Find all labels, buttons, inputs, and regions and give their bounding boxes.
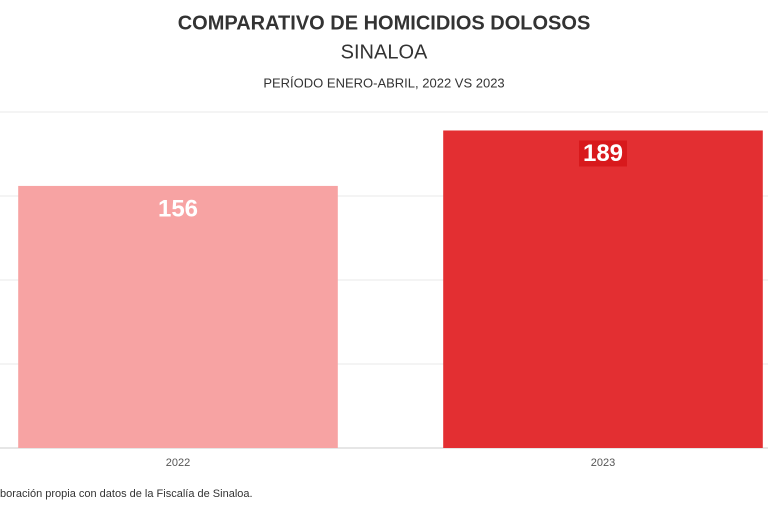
- source-note: boración propia con datos de la Fiscalía…: [0, 488, 253, 500]
- x-tick-label: 2023: [591, 457, 615, 469]
- chart-subtitle: SINALOA: [341, 41, 428, 63]
- chart-title: COMPARATIVO DE HOMICIDIOS DOLOSOS: [178, 12, 591, 34]
- chart-period: PERÍODO ENERO-ABRIL, 2022 VS 2023: [263, 75, 504, 90]
- x-tick-label: 2022: [166, 457, 190, 469]
- bar: [18, 185, 338, 449]
- value-label: 156: [158, 195, 198, 222]
- value-label: 189: [583, 140, 623, 167]
- bar: [443, 130, 763, 449]
- value-label-bg: [579, 140, 627, 167]
